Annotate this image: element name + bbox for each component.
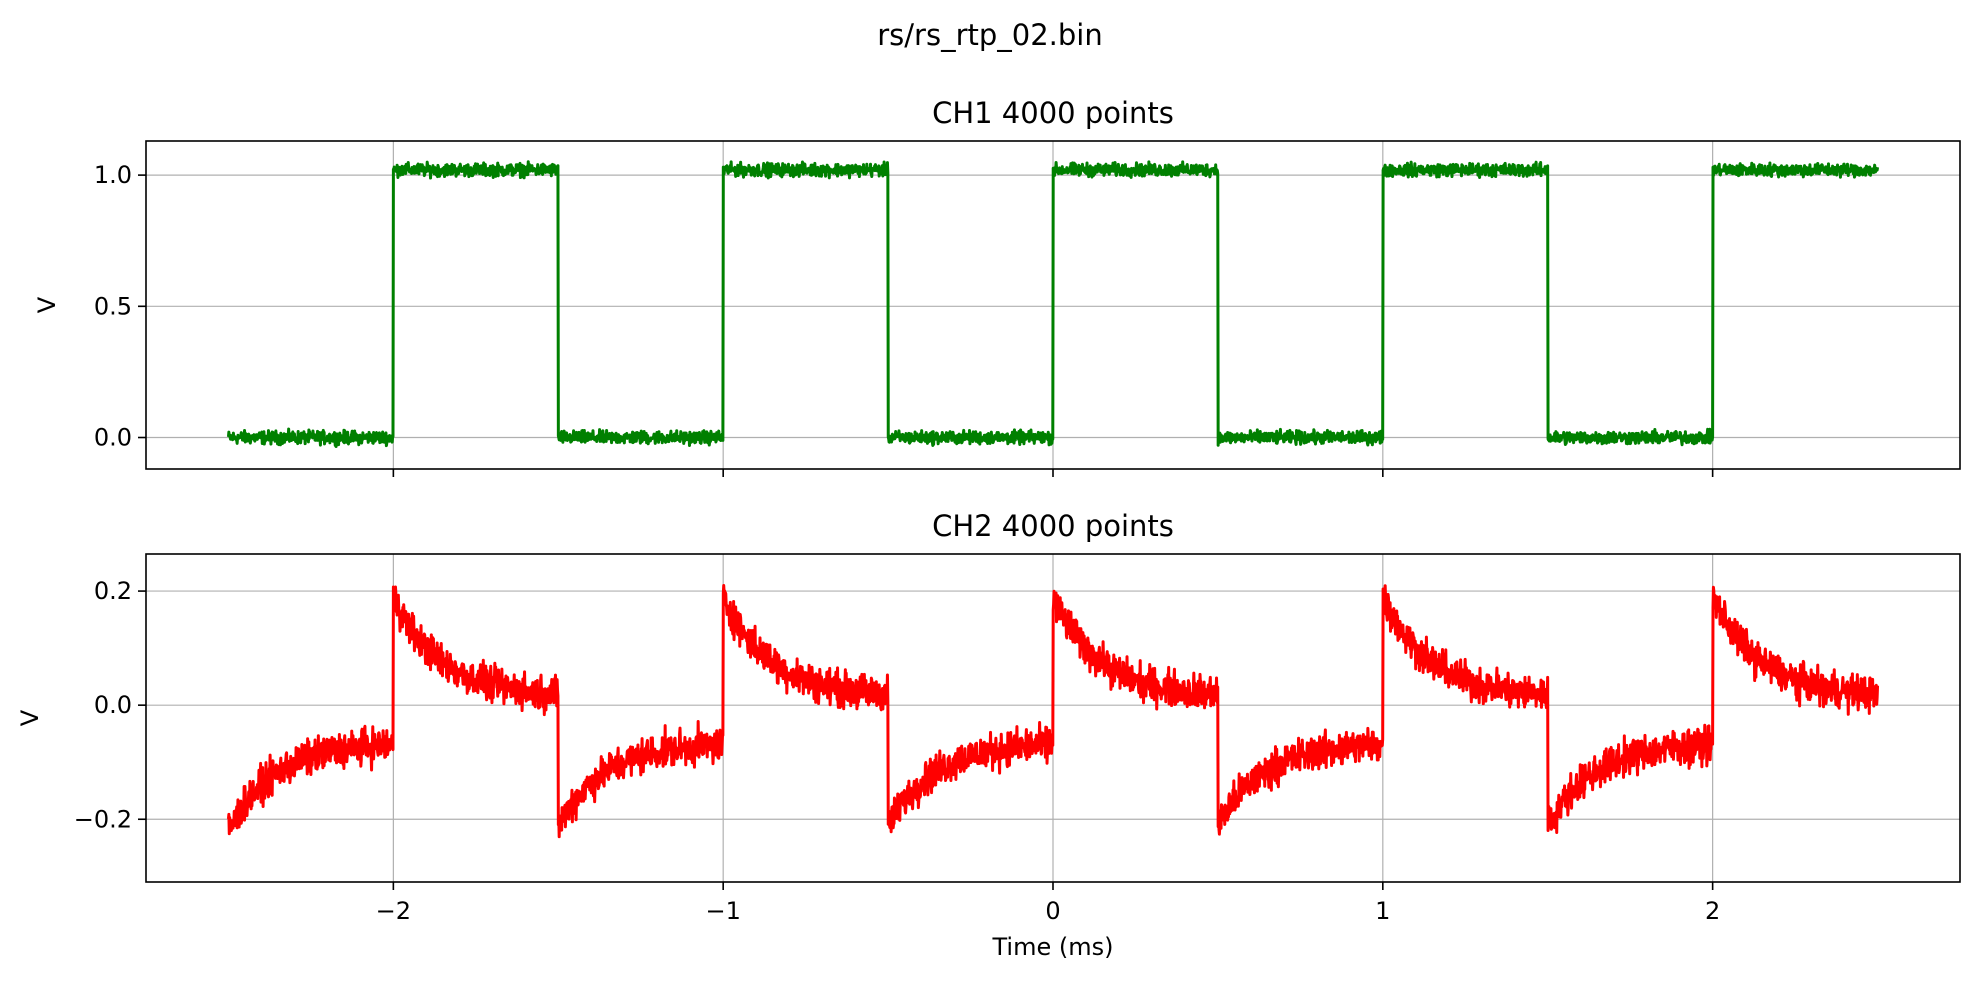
ch1-ytick-label-2: 1.0 xyxy=(94,161,132,189)
ch2-xtick-label-0: −2 xyxy=(376,897,411,925)
ch2-title: CH2 4000 points xyxy=(932,509,1174,543)
ch1-ytick-label-0: 0.0 xyxy=(94,424,132,452)
ch2-panel: −2 −1 0 1 2 −0.2 0.0 0.2 CH2 4000 points V Time (m… xyxy=(16,509,1961,961)
figure-suptitle: rs/rs_rtp_02.bin xyxy=(877,18,1103,52)
ch2-series-line-0 xyxy=(226,584,1880,839)
ch2-xlabel: Time (ms) xyxy=(992,933,1114,961)
ch1-series-line-0 xyxy=(226,160,1880,448)
ch1-title: CH1 4000 points xyxy=(932,96,1174,130)
ch1-ylabel: V xyxy=(33,296,61,313)
ch2-xtick-label-3: 1 xyxy=(1375,897,1390,925)
ch2-xtick-label-1: −1 xyxy=(705,897,740,925)
ch1-panel: 0.0 0.5 1.0 CH1 4000 points V xyxy=(33,96,1961,477)
ch2-xtick-label-2: 0 xyxy=(1045,897,1060,925)
ch2-ytick-label-2: 0.2 xyxy=(94,577,132,605)
ch2-ylabel: V xyxy=(16,709,44,726)
ch2-ytick-label-0: −0.2 xyxy=(74,805,132,833)
ch1-ytick-label-1: 0.5 xyxy=(94,292,132,320)
ch2-xtick-label-4: 2 xyxy=(1705,897,1720,925)
ch2-ytick-label-1: 0.0 xyxy=(94,691,132,719)
